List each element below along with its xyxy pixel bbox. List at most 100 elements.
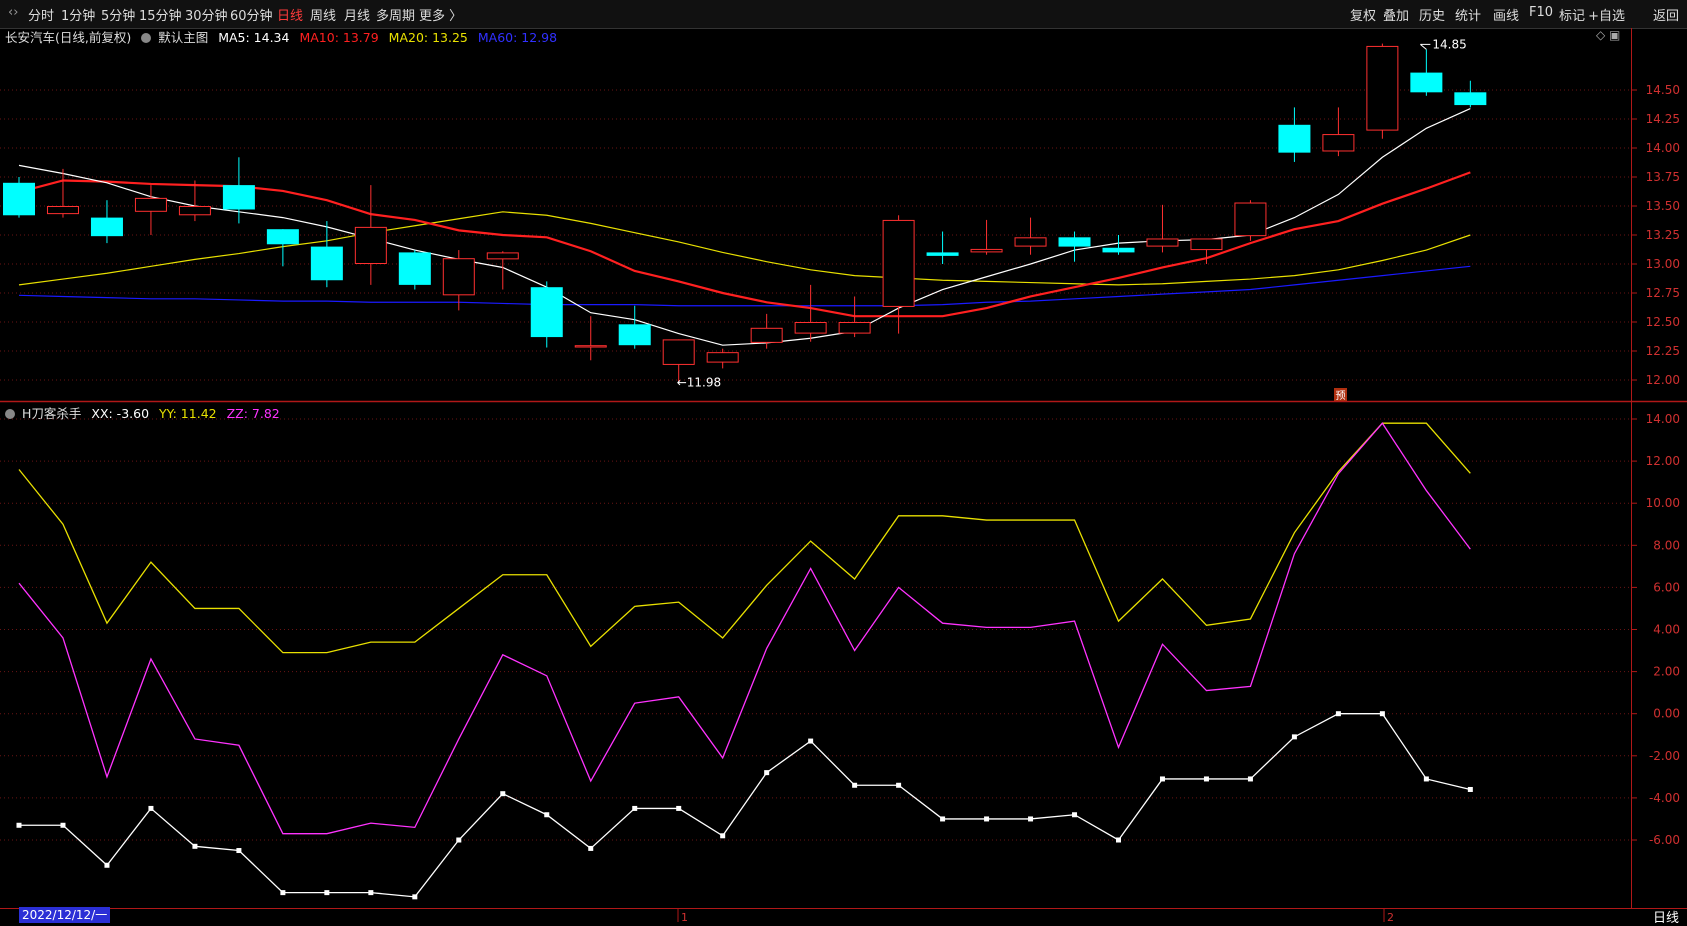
indicator-grid bbox=[0, 418, 1631, 841]
candle-body bbox=[926, 252, 959, 256]
period-tab-1[interactable]: 1分钟 bbox=[61, 9, 96, 24]
series-xx-point bbox=[588, 845, 594, 851]
template-label[interactable]: 默认主图 bbox=[158, 30, 209, 45]
indicator-y-tick-label: 2.00 bbox=[1653, 665, 1680, 679]
period-tab-8[interactable]: 月线 bbox=[344, 9, 371, 24]
candle-body bbox=[706, 352, 739, 363]
series-xx-point bbox=[500, 791, 506, 797]
series-xx-point bbox=[984, 816, 990, 822]
period-tab-9[interactable]: 多周期 bbox=[376, 9, 416, 24]
period-tab-2[interactable]: 5分钟 bbox=[101, 9, 136, 24]
candle-body bbox=[90, 217, 123, 237]
candle bbox=[1190, 238, 1223, 264]
template-dropdown-icon[interactable] bbox=[141, 33, 152, 43]
series-xx-point bbox=[1379, 711, 1385, 717]
candle-body bbox=[1102, 247, 1135, 253]
candle-body bbox=[3, 182, 35, 216]
period-tab-4[interactable]: 30分钟 bbox=[185, 9, 228, 24]
indicator-y-axis: 14.00 12.00 10.00 8.00 6.00 4.00 2.00 0.00 -2.00… bbox=[1631, 412, 1680, 847]
tool-button-2[interactable]: 历史 bbox=[1418, 9, 1445, 24]
zz-label: ZZ: 7.82 bbox=[226, 406, 280, 421]
series-xx-point bbox=[808, 738, 814, 744]
series-xx-point bbox=[1159, 776, 1165, 782]
candle bbox=[178, 180, 211, 222]
tool-button-3[interactable]: 统计 bbox=[1454, 9, 1481, 24]
ma60-line bbox=[18, 265, 1471, 307]
tool-button-6[interactable]: 标记 bbox=[1558, 9, 1585, 24]
tool-button-4[interactable]: 画线 bbox=[1492, 9, 1519, 24]
candle bbox=[1102, 235, 1135, 255]
series-xx-point bbox=[148, 805, 154, 811]
high-arrow-icon bbox=[1420, 43, 1431, 50]
candle-body bbox=[486, 252, 519, 260]
indicator-name[interactable]: H刀客杀手 bbox=[21, 406, 82, 421]
tool-button-5[interactable]: F10 bbox=[1528, 5, 1553, 20]
candle bbox=[706, 348, 739, 369]
candle-body bbox=[222, 185, 255, 210]
main-grid bbox=[0, 89, 1631, 381]
panel-window-icons[interactable]: ◇ ▣ bbox=[1596, 28, 1621, 42]
candle-body bbox=[1190, 238, 1223, 251]
series-xx-line bbox=[19, 713, 1471, 898]
yy-label: YY: 11.42 bbox=[159, 406, 217, 421]
main-y-tick-label: 13.50 bbox=[1646, 199, 1680, 213]
series-xx-point bbox=[544, 812, 550, 818]
candle bbox=[1322, 107, 1355, 157]
period-toolbar: ‹› 分时 1分钟 5分钟 15分钟 30分钟 60分钟 日线 周线 月线 多周期 更多 〉 复权 叠加… bbox=[0, 0, 1687, 29]
indicator-y-tick-label: -2.00 bbox=[1649, 749, 1680, 763]
candle-body bbox=[442, 258, 475, 296]
candle-body bbox=[618, 324, 651, 346]
period-tab-10[interactable]: 更多 〉 bbox=[419, 9, 463, 24]
series-zz-line bbox=[18, 422, 1471, 835]
period-tab-7[interactable]: 周线 bbox=[310, 9, 337, 24]
indicator-y-tick-label: 12.00 bbox=[1646, 454, 1680, 468]
indicator-panel-header: H刀客杀手 XX: -3.60 YY: 11.42 ZZ: 7.82 bbox=[5, 403, 280, 422]
indicator-y-tick-label: 0.00 bbox=[1653, 707, 1680, 721]
candle-body bbox=[1322, 134, 1355, 152]
period-tab-0[interactable]: 分时 bbox=[28, 9, 55, 24]
tool-button-1[interactable]: 叠加 bbox=[1382, 9, 1409, 24]
indicator-y-tick-label: -6.00 bbox=[1649, 833, 1680, 847]
period-tab-5[interactable]: 60分钟 bbox=[230, 9, 273, 24]
candle-body bbox=[882, 219, 915, 307]
candle-body bbox=[1278, 124, 1311, 153]
candle bbox=[1278, 107, 1311, 162]
ma20-label: MA20: 13.25 bbox=[388, 30, 468, 45]
candle-body bbox=[310, 246, 343, 281]
chevron-left-right-icon[interactable]: ‹› bbox=[8, 5, 19, 20]
candle bbox=[3, 177, 35, 218]
tool-button-7[interactable]: +自选 bbox=[1588, 9, 1625, 24]
indicator-dropdown-icon[interactable] bbox=[5, 409, 15, 419]
main-y-tick-label: 12.50 bbox=[1646, 315, 1680, 329]
candle-body bbox=[1234, 202, 1267, 237]
candle bbox=[134, 185, 167, 235]
low-price-label: ←11.98 bbox=[677, 375, 721, 389]
period-tab-6[interactable]: 日线 bbox=[277, 9, 304, 24]
indicator-lines bbox=[16, 422, 1473, 900]
candle bbox=[1058, 231, 1091, 262]
candlesticks bbox=[3, 43, 1487, 383]
candle-body bbox=[46, 206, 79, 215]
ma5-line bbox=[18, 108, 1471, 346]
period-indicator[interactable]: 日线 bbox=[1652, 911, 1679, 926]
candle bbox=[838, 296, 871, 338]
tool-button-8[interactable]: 返回 bbox=[1652, 9, 1679, 24]
main-y-tick-label: 13.00 bbox=[1646, 257, 1680, 271]
period-tab-3[interactable]: 15分钟 bbox=[139, 9, 182, 24]
series-xx-point bbox=[676, 805, 682, 811]
stock-title: 长安汽车(日线,前复权) bbox=[5, 30, 132, 45]
candle bbox=[354, 185, 387, 285]
candle-body bbox=[794, 322, 827, 334]
month-marker-label: 1 bbox=[681, 911, 688, 924]
candle bbox=[882, 215, 915, 334]
main-y-tick-label: 13.75 bbox=[1646, 170, 1680, 184]
tool-button-0[interactable]: 复权 bbox=[1349, 9, 1376, 24]
candle bbox=[970, 219, 1003, 255]
indicator-y-tick-label: 14.00 bbox=[1646, 412, 1680, 426]
ma20-line bbox=[18, 211, 1471, 286]
main-y-axis: 14.50 14.25 14.00 13.75 13.50 13.25 13.00 12.75… bbox=[1631, 83, 1680, 387]
indicator-y-tick-label: 8.00 bbox=[1653, 538, 1680, 552]
main-y-tick-label: 13.25 bbox=[1646, 228, 1680, 242]
